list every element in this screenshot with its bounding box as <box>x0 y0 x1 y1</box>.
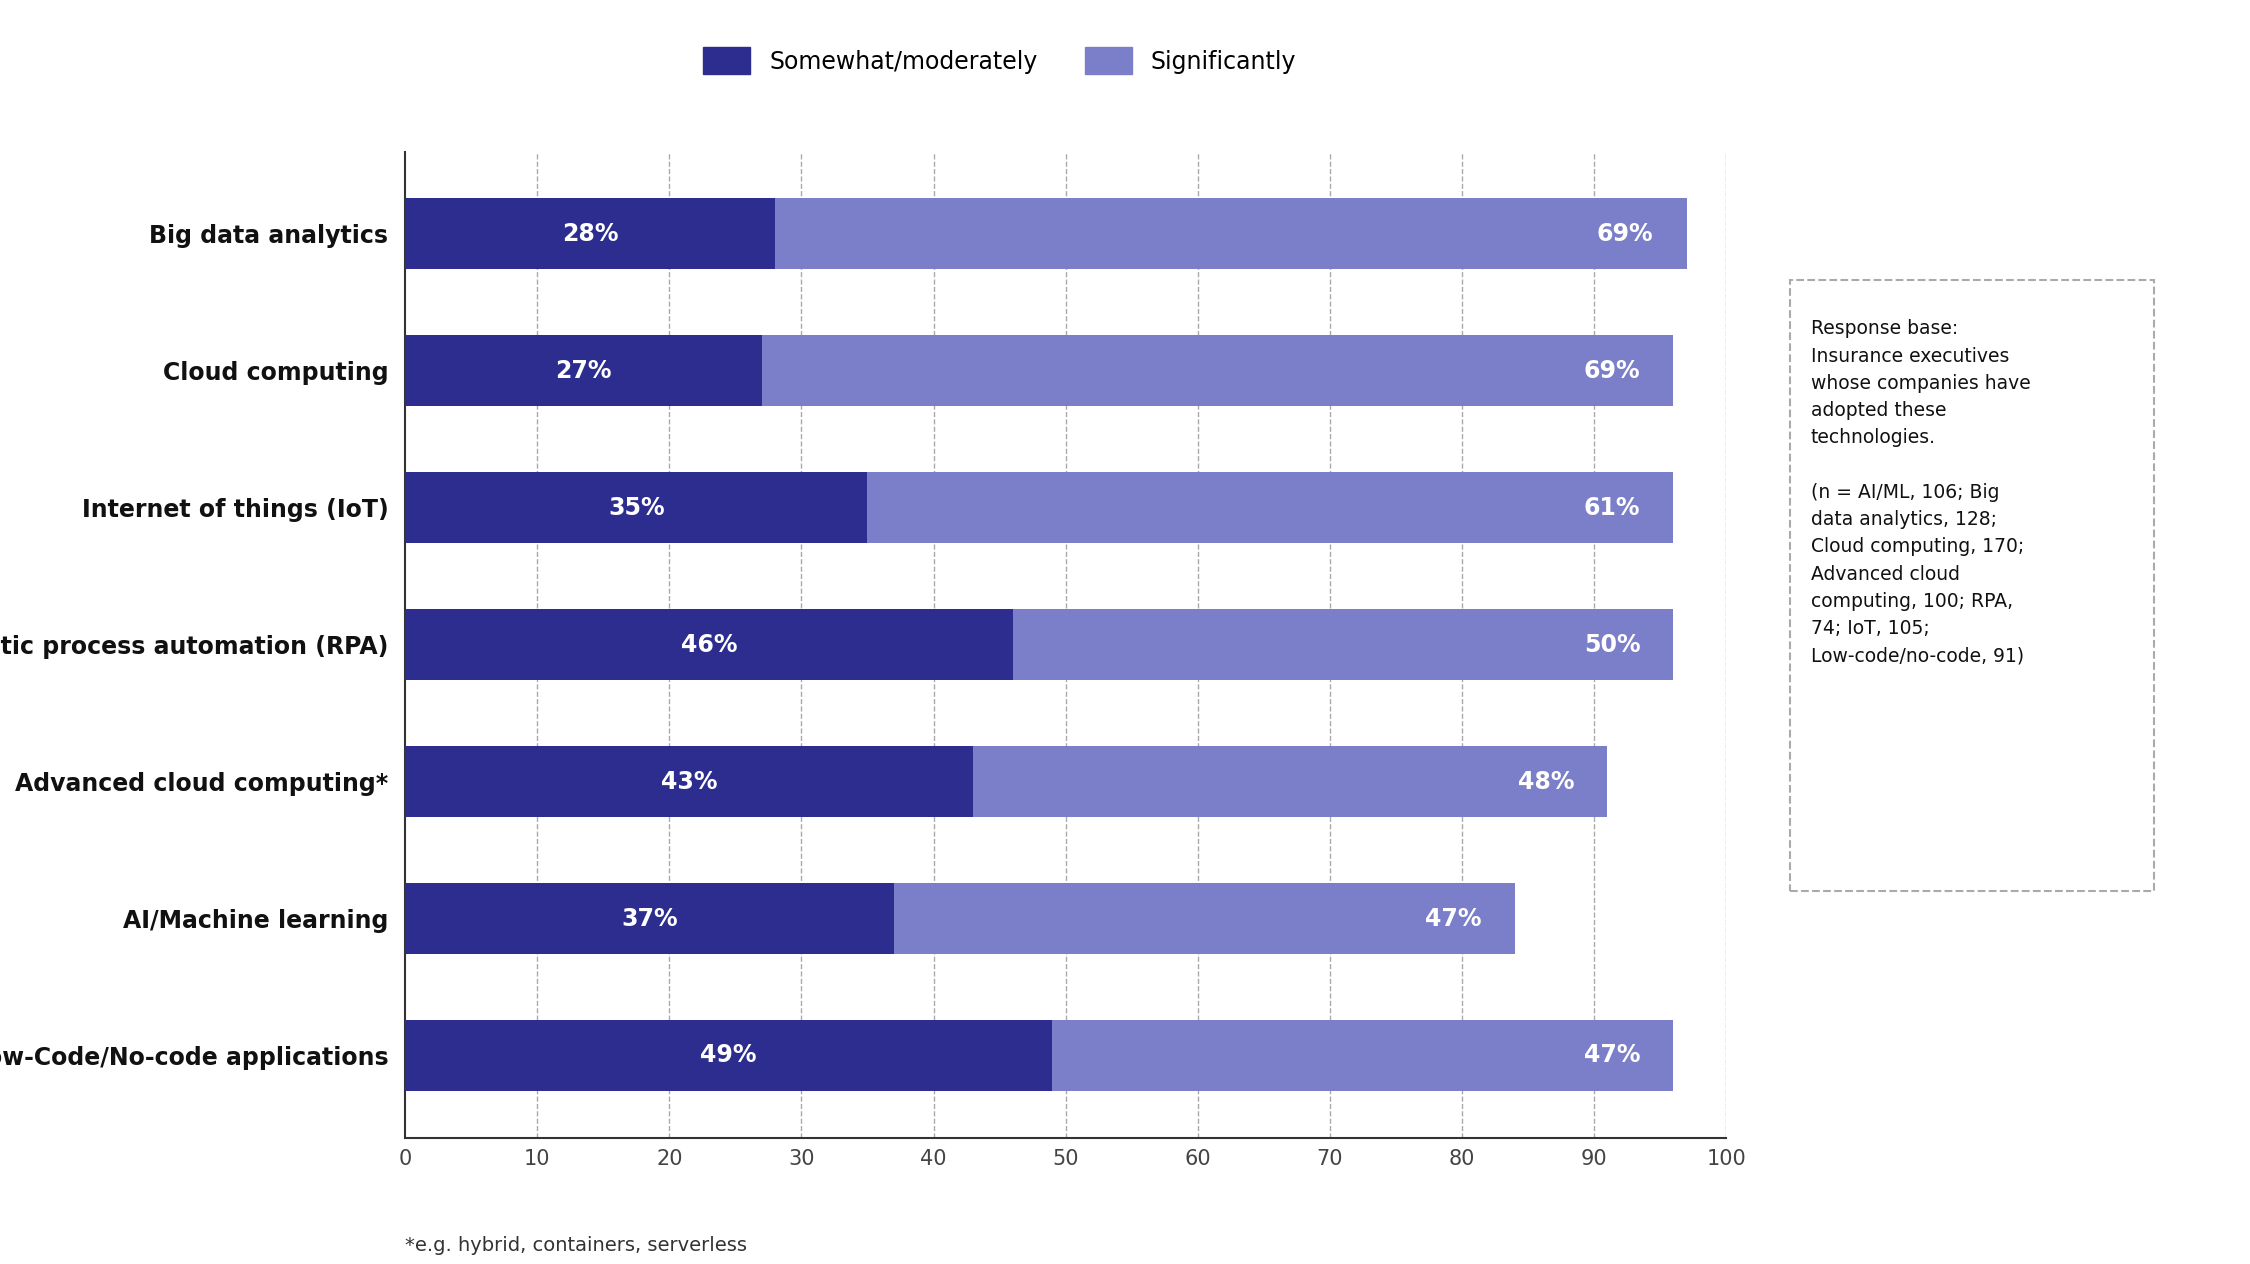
Text: 50%: 50% <box>1584 633 1640 656</box>
Bar <box>763 335 1674 407</box>
Bar <box>405 335 763 407</box>
Bar <box>774 198 1688 269</box>
Bar <box>405 1020 1053 1091</box>
Text: 47%: 47% <box>1424 906 1483 930</box>
Text: 28%: 28% <box>562 222 619 245</box>
Text: 46%: 46% <box>682 633 738 656</box>
Text: 27%: 27% <box>556 359 612 383</box>
Text: Response base:
Insurance executives
whose companies have
adopted these
technolog: Response base: Insurance executives whos… <box>1811 320 2032 665</box>
Bar <box>405 473 868 544</box>
Text: 48%: 48% <box>1519 770 1575 794</box>
Bar <box>405 882 893 954</box>
Text: 69%: 69% <box>1584 359 1640 383</box>
Bar <box>1053 1020 1674 1091</box>
Text: 49%: 49% <box>700 1044 756 1067</box>
Bar <box>405 746 974 818</box>
Bar <box>974 746 1606 818</box>
Text: *e.g. hybrid, containers, serverless: *e.g. hybrid, containers, serverless <box>405 1236 747 1255</box>
Text: 47%: 47% <box>1584 1044 1640 1067</box>
Bar <box>405 198 774 269</box>
Legend: Somewhat/moderately, Significantly: Somewhat/moderately, Significantly <box>691 35 1307 86</box>
Bar <box>893 882 1514 954</box>
Bar <box>405 609 1012 680</box>
Text: 43%: 43% <box>662 770 718 794</box>
Text: 35%: 35% <box>608 495 664 520</box>
Bar <box>1012 609 1674 680</box>
Bar <box>868 473 1674 544</box>
Bar <box>1791 279 2153 891</box>
Text: 69%: 69% <box>1598 222 1654 245</box>
Text: 37%: 37% <box>621 906 677 930</box>
Text: 61%: 61% <box>1584 495 1640 520</box>
